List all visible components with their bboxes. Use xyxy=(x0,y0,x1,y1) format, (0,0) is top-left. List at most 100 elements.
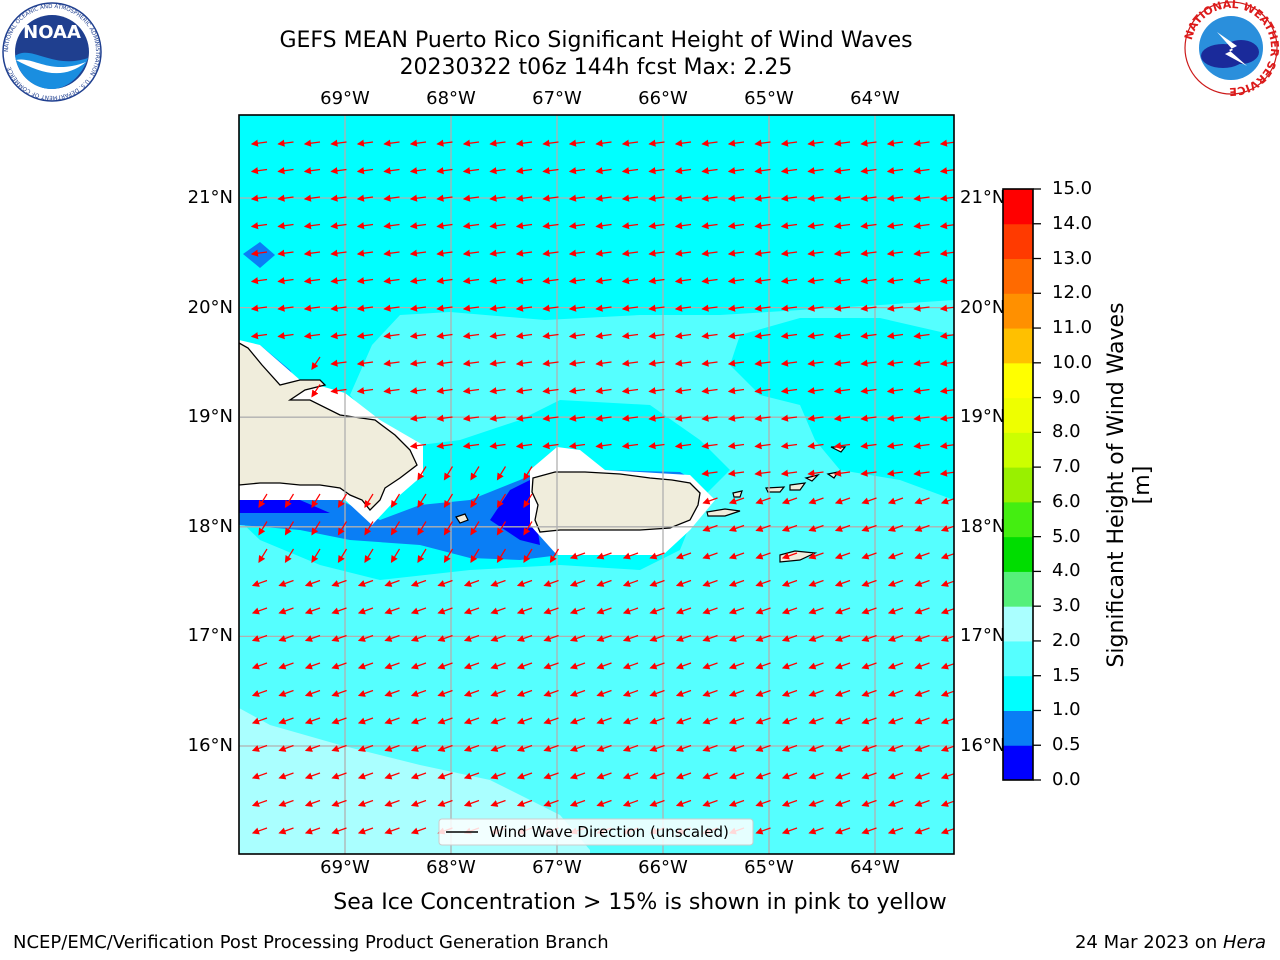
wind-wave-arrow xyxy=(780,414,798,422)
colorbar-label: 6.0 xyxy=(1052,490,1081,512)
wind-wave-arrow xyxy=(833,332,851,340)
wind-wave-arrow xyxy=(701,469,718,477)
wind-wave-arrow xyxy=(595,442,612,450)
wind-wave-arrow xyxy=(330,387,347,395)
wind-wave-arrow xyxy=(490,662,506,670)
wind-wave-arrow xyxy=(648,359,665,367)
wind-wave-arrow xyxy=(356,194,374,202)
wind-wave-arrow xyxy=(674,222,692,230)
wind-wave-arrow xyxy=(914,689,930,697)
colorbar-title: Significant Height of Wind Waves [m] xyxy=(1104,302,1155,668)
wind-wave-arrow xyxy=(251,799,268,807)
wind-wave-arrow xyxy=(621,167,639,175)
lat-label-left: 20°N xyxy=(187,296,233,318)
lon-label-bottom: 64°W xyxy=(850,857,900,878)
lon-label-bottom: 68°W xyxy=(426,857,476,878)
wind-wave-arrow xyxy=(649,799,665,807)
wind-wave-arrow xyxy=(674,249,692,257)
wind-wave-arrow xyxy=(437,772,453,780)
wind-wave-arrow xyxy=(674,304,692,312)
wind-wave-arrow xyxy=(569,772,586,780)
wind-wave-arrow xyxy=(462,304,480,312)
wind-wave-arrow xyxy=(834,607,851,615)
land-mona-island xyxy=(455,513,469,524)
wind-wave-arrow xyxy=(781,524,798,532)
wind-wave-arrow xyxy=(702,689,718,697)
wind-wave-arrow xyxy=(515,194,533,202)
colorbar-label: 9.0 xyxy=(1052,386,1081,408)
wind-wave-arrow xyxy=(914,772,930,780)
wind-wave-arrow xyxy=(409,387,427,395)
wind-wave-arrow xyxy=(410,827,427,835)
wind-wave-arrow xyxy=(913,442,930,450)
wind-wave-arrow xyxy=(331,579,347,587)
wind-wave-arrow xyxy=(886,304,904,312)
wind-wave-arrow xyxy=(383,167,400,175)
wind-wave-arrow xyxy=(463,744,480,752)
wind-wave-arrow xyxy=(251,717,268,725)
wind-wave-arrow xyxy=(808,799,824,807)
colorbar-label: 3.0 xyxy=(1052,595,1081,617)
wind-wave-arrow xyxy=(887,744,904,752)
wind-wave-arrow xyxy=(754,249,771,257)
wind-wave-arrow xyxy=(383,387,400,395)
wind-wave-arrow xyxy=(648,304,665,312)
wind-wave-arrow xyxy=(250,277,268,285)
colorbar-label: 0.0 xyxy=(1052,769,1081,790)
wind-wave-arrow xyxy=(417,493,427,509)
wind-wave-arrow xyxy=(330,332,347,340)
wind-wave-arrow xyxy=(490,607,506,615)
wind-wave-arrow xyxy=(701,332,718,340)
wind-wave-arrow xyxy=(860,414,877,422)
map-area xyxy=(239,115,954,854)
land-vieques xyxy=(706,508,741,517)
wind-wave-arrow xyxy=(436,332,453,340)
wind-wave-arrow xyxy=(462,222,480,230)
wind-wave-arrow xyxy=(808,772,824,780)
colorbar-segment xyxy=(1003,640,1033,677)
wind-wave-arrow xyxy=(462,332,480,340)
wind-wave-arrow xyxy=(622,689,639,697)
wind-wave-arrow xyxy=(569,607,586,615)
wind-wave-arrow xyxy=(364,548,374,564)
wind-wave-arrow xyxy=(595,414,612,422)
wind-wave-arrow xyxy=(251,827,268,835)
wind-wave-arrow xyxy=(781,552,798,560)
wind-wave-arrow xyxy=(303,277,321,285)
wind-wave-arrow xyxy=(755,717,771,725)
wind-wave-arrow xyxy=(356,249,374,257)
wind-wave-arrow xyxy=(860,194,877,202)
wind-wave-arrow xyxy=(470,493,480,509)
wind-wave-arrow xyxy=(462,387,480,395)
wind-wave-arrow xyxy=(596,689,612,697)
wind-wave-arrow xyxy=(755,634,771,642)
lon-label-top: 67°W xyxy=(532,88,582,109)
wind-wave-arrow xyxy=(278,689,294,697)
wind-wave-arrow xyxy=(311,548,321,564)
colorbar-segment xyxy=(1003,745,1033,781)
wind-wave-arrow xyxy=(410,579,427,587)
wind-wave-arrow xyxy=(622,772,639,780)
wind-wave-arrow xyxy=(780,194,798,202)
wind-wave-arrow xyxy=(357,579,374,587)
wind-wave-arrow xyxy=(410,717,427,725)
wind-wave-arrow xyxy=(754,387,771,395)
wind-wave-arrow xyxy=(463,634,480,642)
noaa-logo: NOAA NATIONAL OCEANIC AND ATMOSPHERIC AD… xyxy=(2,2,102,102)
wind-wave-arrow xyxy=(861,579,877,587)
wind-wave-arrow xyxy=(278,827,294,835)
nws-logo: NATIONAL WEATHER SERVICE xyxy=(1182,0,1280,98)
wind-wave-arrow xyxy=(860,277,877,285)
wind-wave-arrow xyxy=(331,689,347,697)
wind-wave-arrow xyxy=(330,167,347,175)
wind-wave-arrow xyxy=(621,139,639,147)
wind-wave-arrow xyxy=(489,194,506,202)
wind-wave-arrow xyxy=(833,222,851,230)
wind-wave-arrow xyxy=(807,167,824,175)
wind-wave-arrow xyxy=(728,524,745,532)
wind-wave-arrow xyxy=(489,442,506,450)
wind-wave-arrow xyxy=(727,332,745,340)
wind-wave-arrow xyxy=(568,139,586,147)
wind-wave-arrow xyxy=(543,607,559,615)
wind-wave-arrow xyxy=(886,442,904,450)
